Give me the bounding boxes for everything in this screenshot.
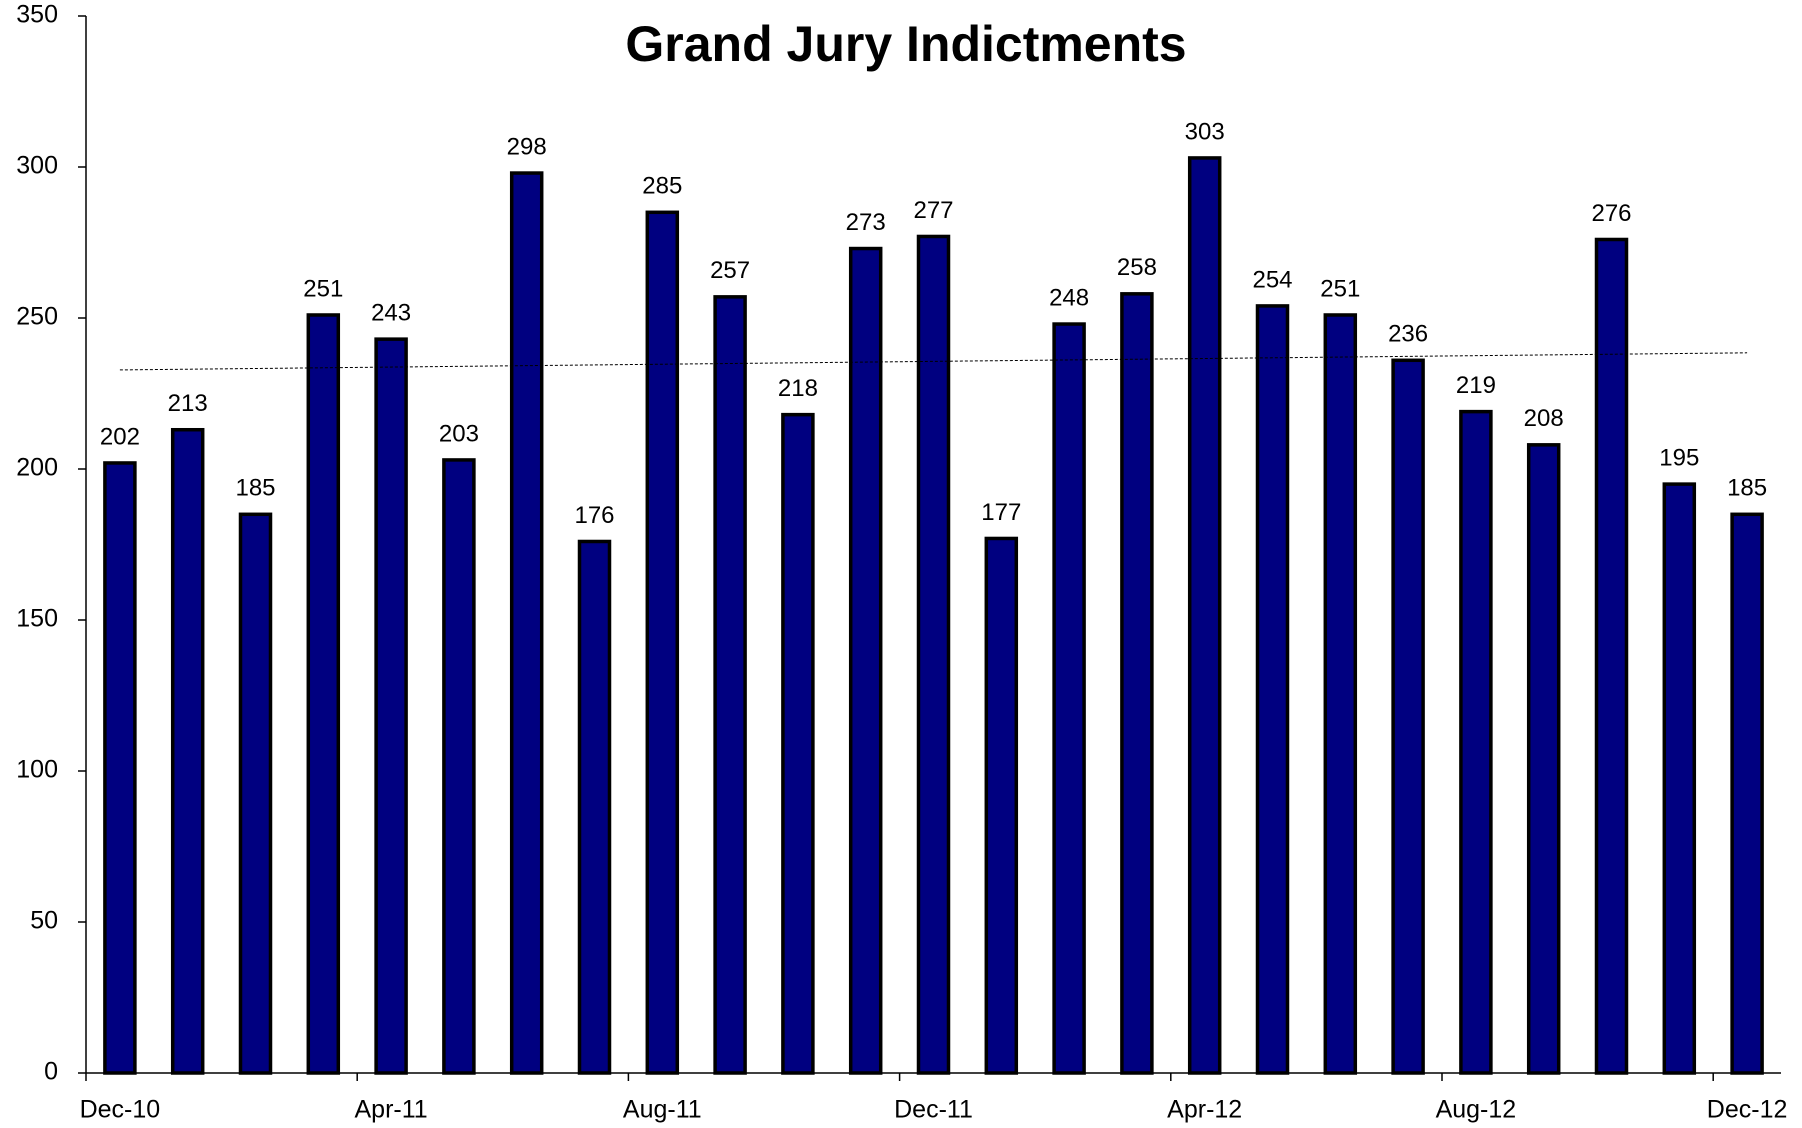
x-tick-label: Apr-12 [1167,1096,1242,1124]
data-label: 208 [1524,405,1564,432]
bar [103,461,137,1075]
bar [1459,409,1493,1075]
data-label: 276 [1591,200,1631,227]
y-tick-label: 0 [44,1058,58,1086]
bar [645,210,680,1075]
bar [781,412,815,1075]
bar [306,313,341,1075]
bar [238,512,273,1075]
x-tick-label: Dec-12 [1707,1096,1788,1124]
x-tick-label: Dec-10 [80,1096,161,1124]
x-tick-label: Aug-11 [623,1096,702,1124]
data-label: 285 [642,173,682,200]
data-label: 251 [303,275,343,302]
bar [1187,156,1222,1075]
bar [1255,304,1290,1075]
trendline [119,352,1748,371]
bar [1052,322,1086,1075]
y-tick-label: 150 [16,605,58,633]
y-tick-label: 50 [30,907,58,935]
bar [984,536,1019,1075]
bar [577,539,612,1075]
x-tick-label: Aug-12 [1436,1096,1517,1124]
data-label: 236 [1388,321,1428,348]
data-label: 251 [1320,275,1360,302]
bar [1323,313,1358,1075]
y-tick-label: 250 [16,303,58,331]
bar [1391,358,1425,1075]
data-label: 203 [439,420,479,447]
data-label: 218 [778,375,818,402]
bar [374,337,408,1075]
y-tick-label: 100 [16,756,58,784]
y-tick-label: 300 [16,152,58,180]
data-label: 254 [1252,266,1292,293]
bar [1526,443,1561,1075]
bar [1662,482,1697,1075]
data-label: 177 [981,499,1021,526]
x-tick-label: Dec-11 [894,1096,973,1124]
y-tick-label: 200 [16,454,58,482]
bar [1594,237,1629,1075]
data-label: 185 [1727,475,1767,502]
data-label: 273 [846,209,886,236]
data-label: 213 [168,390,208,417]
bar [442,458,476,1075]
bar [509,171,544,1075]
data-label: 195 [1659,444,1699,471]
x-tick-label: Apr-11 [355,1096,428,1124]
data-label: 202 [100,423,140,450]
bar [848,246,883,1075]
bar [170,427,205,1075]
data-label: 303 [1185,118,1225,145]
data-label: 248 [1049,284,1089,311]
bar [916,234,951,1075]
chart-title: Grand Jury Indictments [625,16,1186,72]
data-label: 258 [1117,254,1157,281]
data-label: 219 [1456,372,1496,399]
data-label: 277 [913,197,953,224]
data-label: 243 [371,299,411,326]
data-label: 185 [235,475,275,502]
bar [1730,512,1764,1075]
bar [1120,292,1154,1075]
data-label: 298 [507,133,547,160]
data-label: 176 [574,502,614,529]
bar [713,295,747,1075]
data-label: 257 [710,257,750,284]
y-tick-label: 350 [16,1,58,29]
